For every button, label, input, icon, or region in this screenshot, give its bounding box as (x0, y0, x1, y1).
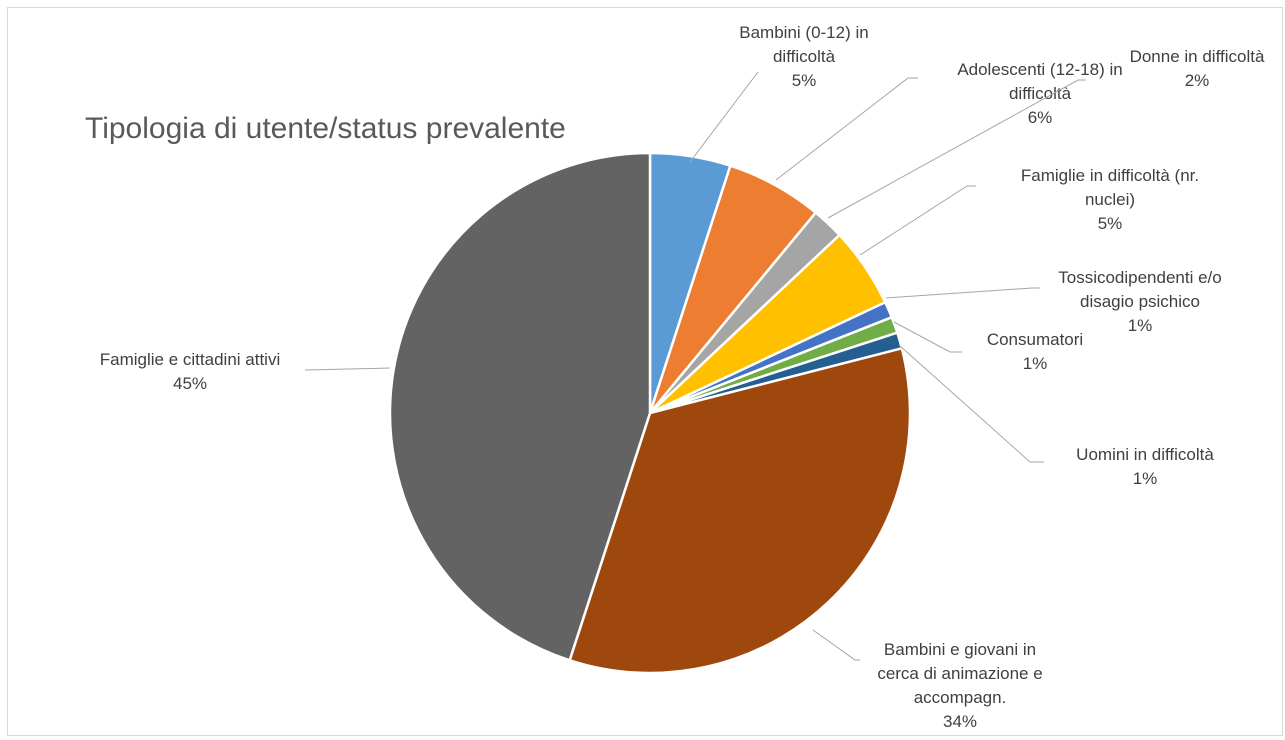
leader-line (827, 79, 1086, 219)
leader-line (859, 185, 976, 256)
category-label-line: nuclei) (1085, 190, 1135, 209)
category-label-line: Uomini in difficoltà (1076, 445, 1214, 464)
category-label: Donne in difficoltà (1130, 47, 1265, 66)
value-label: 1% (1023, 354, 1048, 373)
category-label-line: disagio psichico (1080, 292, 1200, 311)
leader-line (775, 77, 918, 181)
leader-line (689, 71, 759, 163)
category-label-line: Famiglie e cittadini attivi (100, 350, 280, 369)
category-label-line: Famiglie in difficoltà (nr. (1021, 166, 1199, 185)
leader-line (898, 344, 1044, 463)
value-label: 6% (1028, 108, 1053, 127)
category-label-line: Adolescenti (12-18) in (957, 60, 1122, 79)
category-label: Bambini e giovani in cerca di animazione … (877, 640, 1042, 707)
category-label-line: Tossicodipendenti e/o (1058, 268, 1222, 287)
category-label-line: Donne in difficoltà (1130, 47, 1265, 66)
value-label: 34% (943, 712, 977, 731)
value-label: 2% (1185, 71, 1210, 90)
value-label: 45% (173, 374, 207, 393)
pie-slice (568, 346, 912, 675)
category-label: Adolescenti (12-18) in difficoltà (957, 60, 1122, 103)
leader-line (893, 321, 962, 353)
category-label-line: Consumatori (987, 330, 1083, 349)
category-label-line: Bambini e giovani in (884, 640, 1036, 659)
leader-line (304, 367, 391, 371)
value-label: 5% (792, 71, 817, 90)
category-label: Uomini in difficoltà (1076, 445, 1214, 464)
value-label: 1% (1133, 469, 1158, 488)
category-label-line: accompagn. (914, 688, 1007, 707)
category-label: Tossicodipendenti e/o disagio psichico (1058, 268, 1222, 311)
category-label-line: cerca di animazione e (877, 664, 1042, 683)
leader-line (885, 287, 1040, 299)
category-label-line: difficoltà (1009, 84, 1072, 103)
leader-line (812, 629, 860, 661)
value-label: 5% (1098, 214, 1123, 233)
category-label-line: difficoltà (773, 47, 836, 66)
value-label: 1% (1128, 316, 1153, 335)
category-label: Bambini (0-12) in difficoltà (739, 23, 868, 66)
chart-title: Tipologia di utente/status prevalente (85, 112, 566, 145)
pie-slice (388, 151, 652, 662)
category-label: Consumatori (987, 330, 1083, 349)
category-label: Famiglie e cittadini attivi (100, 350, 280, 369)
category-label: Famiglie in difficoltà (nr. nuclei) (1021, 166, 1199, 209)
category-label-line: Bambini (0-12) in (739, 23, 868, 42)
